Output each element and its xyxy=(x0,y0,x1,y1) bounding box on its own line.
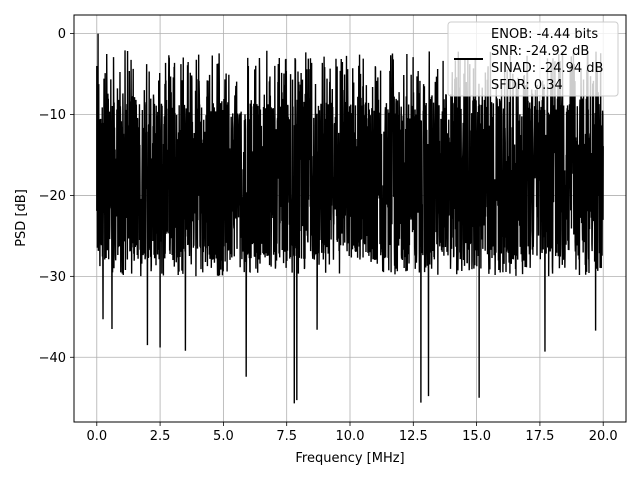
x-tick-label: 15.0 xyxy=(462,429,491,444)
x-tick-label: 5.0 xyxy=(213,429,234,444)
x-tick-label: 12.5 xyxy=(399,429,428,444)
y-axis-ticks: 0 −10 −20 −30 −40 xyxy=(39,27,74,366)
legend-snr: SNR: -24.92 dB xyxy=(491,44,589,59)
legend: ENOB: -4.44 bits SNR: -24.92 dB SINAD: -… xyxy=(447,21,619,97)
y-tick-label: −40 xyxy=(39,351,66,366)
y-tick-label: −10 xyxy=(39,108,66,123)
legend-enob: ENOB: -4.44 bits xyxy=(491,27,598,42)
x-tick-label: 10.0 xyxy=(336,429,365,444)
x-tick-label: 17.5 xyxy=(525,429,554,444)
x-axis-ticks: 0.0 2.5 5.0 7.5 10.0 12.5 15.0 17.5 20.0 xyxy=(86,422,618,444)
x-tick-label: 7.5 xyxy=(276,429,297,444)
legend-box xyxy=(447,21,619,97)
y-axis-label: PSD [dB] xyxy=(14,189,29,247)
psd-series-line xyxy=(96,33,604,404)
y-tick-label: −20 xyxy=(39,189,66,204)
y-tick-label: 0 xyxy=(58,27,66,42)
x-axis-label: Frequency [MHz] xyxy=(295,451,404,466)
plot-area xyxy=(96,33,604,404)
x-tick-label: 0.0 xyxy=(86,429,107,444)
x-tick-label: 20.0 xyxy=(589,429,618,444)
legend-sinad: SINAD: -24.94 dB xyxy=(491,61,603,76)
legend-sfdr: SFDR: 0.34 xyxy=(491,78,563,93)
y-tick-label: −30 xyxy=(39,270,66,285)
x-tick-label: 2.5 xyxy=(150,429,171,444)
